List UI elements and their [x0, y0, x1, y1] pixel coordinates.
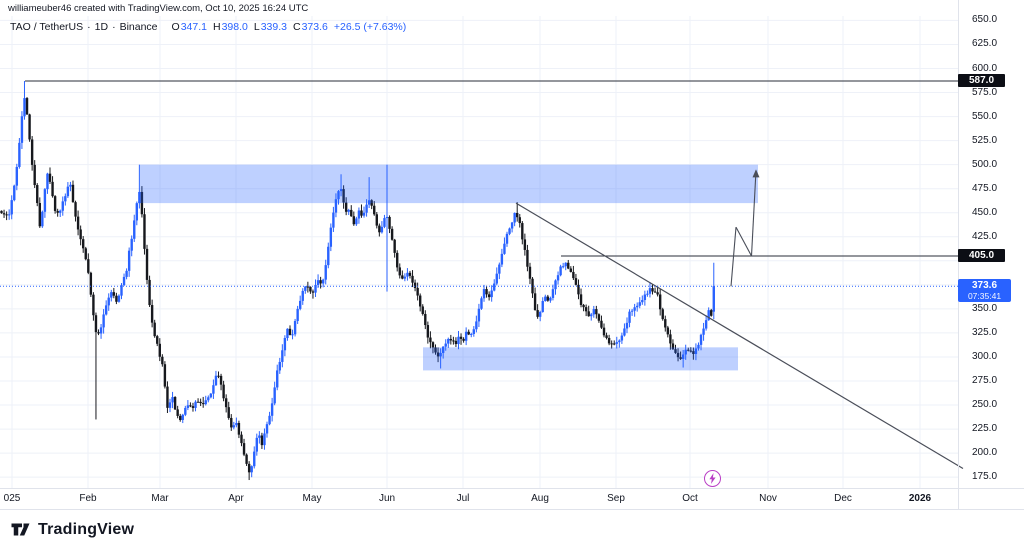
- low-value: 339.3: [260, 21, 287, 33]
- price-tick: 350.0: [972, 302, 998, 314]
- brand-name: TradingView: [38, 520, 135, 538]
- symbol-title[interactable]: TAO / TetherUS: [10, 21, 84, 33]
- support-price-label: 405.0: [958, 249, 1005, 262]
- resistance-price-label: 587.0: [958, 74, 1005, 87]
- price-tick: 600.0: [972, 62, 998, 74]
- price-tick: 475.0: [972, 182, 998, 194]
- interval-label[interactable]: 1D: [94, 21, 109, 33]
- time-tick: May: [302, 493, 322, 504]
- time-tick: Nov: [759, 493, 777, 504]
- time-tick: 025: [3, 493, 21, 504]
- last-price-label: 373.6 07:35:41: [958, 279, 1011, 302]
- open-value: 347.1: [180, 21, 207, 33]
- price-tick: 575.0: [972, 86, 998, 98]
- change-value: +26.5 (+7.63%): [333, 21, 407, 33]
- chart-canvas[interactable]: [0, 0, 1024, 510]
- price-tick: 650.0: [972, 14, 998, 26]
- low-label: L: [253, 21, 260, 33]
- exchange-label: Binance: [119, 21, 158, 33]
- price-tick: 525.0: [972, 134, 998, 146]
- price-tick: 175.0: [972, 471, 998, 483]
- time-tick: 2026: [908, 493, 932, 504]
- last-price-value: 373.6: [971, 280, 998, 291]
- price-tick: 250.0: [972, 399, 998, 411]
- tradingview-logo[interactable]: TradingView: [10, 519, 134, 540]
- price-tick: 225.0: [972, 423, 998, 435]
- legend-separator: ·: [87, 21, 91, 33]
- demand-zone: [423, 347, 738, 371]
- legend-separator: ·: [112, 21, 116, 33]
- price-tick: 500.0: [972, 158, 998, 170]
- symbol-legend[interactable]: TAO / TetherUS · 1D · Binance O347.1 H398.0 L33…: [10, 21, 406, 33]
- attribution-text: williameuber46 created with TradingView.…: [8, 3, 309, 14]
- price-tick: 325.0: [972, 326, 998, 338]
- time-tick: Jun: [378, 493, 396, 504]
- high-value: 398.0: [221, 21, 248, 33]
- time-tick: Dec: [834, 493, 852, 504]
- footer-bar: TradingView: [0, 510, 1024, 554]
- high-label: H: [212, 21, 221, 33]
- time-tick: Oct: [682, 493, 698, 504]
- close-label: C: [292, 21, 301, 33]
- time-axis[interactable]: 025 Feb Mar Apr May Jun Jul Aug Sep Oct Nov Dec 2026: [0, 488, 1024, 510]
- price-tick: 450.0: [972, 206, 998, 218]
- open-label: O: [171, 21, 180, 33]
- lightning-icon: [709, 473, 716, 484]
- price-tick: 550.0: [972, 110, 998, 122]
- price-tick: 300.0: [972, 350, 998, 362]
- close-value: 373.6: [301, 21, 328, 33]
- supply-zone: [140, 164, 758, 204]
- time-tick: Aug: [531, 493, 549, 504]
- time-tick: Sep: [607, 493, 625, 504]
- price-tick: 625.0: [972, 38, 998, 50]
- time-tick: Apr: [228, 493, 244, 504]
- time-tick: Mar: [151, 493, 169, 504]
- time-tick: Feb: [79, 493, 97, 504]
- price-axis[interactable]: 587.0 405.0 373.6 07:35:41 650.0 625.0 600…: [958, 0, 1024, 510]
- lightning-badge[interactable]: [704, 470, 721, 487]
- price-tick: 275.0: [972, 374, 998, 386]
- price-tick: 200.0: [972, 447, 998, 459]
- time-tick: Jul: [456, 493, 470, 504]
- tradingview-logo-icon: [11, 523, 30, 536]
- price-tick: 425.0: [972, 230, 998, 242]
- bar-countdown: 07:35:41: [967, 291, 1002, 301]
